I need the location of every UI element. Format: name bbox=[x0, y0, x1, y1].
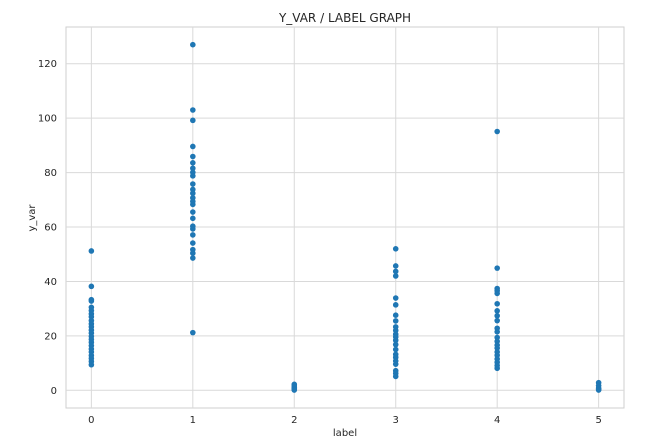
x-tick-label: 1 bbox=[190, 415, 196, 426]
data-point bbox=[494, 128, 500, 135]
y-tick-label: 20 bbox=[44, 331, 57, 342]
data-point bbox=[190, 153, 196, 160]
data-point bbox=[190, 209, 196, 215]
y-tick-label: 0 bbox=[51, 386, 57, 397]
data-point bbox=[190, 107, 196, 113]
data-point bbox=[190, 250, 196, 256]
y-tick-label: 40 bbox=[44, 277, 57, 288]
x-tick-label: 2 bbox=[291, 415, 297, 426]
data-point bbox=[392, 268, 399, 275]
x-tick-label: 4 bbox=[494, 415, 500, 426]
chart-title: Y_VAR / LABEL GRAPH bbox=[278, 11, 411, 25]
y-tick-label: 60 bbox=[44, 223, 57, 234]
data-point bbox=[494, 308, 500, 314]
data-point bbox=[190, 329, 196, 336]
data-point bbox=[392, 341, 399, 348]
data-point bbox=[190, 173, 196, 179]
data-point bbox=[88, 283, 95, 290]
data-point bbox=[190, 240, 196, 246]
data-point bbox=[392, 373, 399, 380]
data-point bbox=[595, 387, 602, 393]
data-point bbox=[392, 346, 399, 353]
data-point bbox=[494, 329, 500, 335]
y-tick-label: 120 bbox=[38, 59, 57, 70]
data-point bbox=[88, 248, 95, 254]
x-tick-label: 5 bbox=[595, 415, 601, 426]
data-point bbox=[392, 273, 399, 279]
data-point bbox=[392, 263, 399, 269]
data-point bbox=[291, 387, 298, 393]
y-axis-label: y_var bbox=[27, 204, 38, 232]
data-point bbox=[392, 337, 399, 344]
data-point bbox=[190, 232, 196, 238]
data-point bbox=[494, 300, 500, 307]
data-point bbox=[392, 302, 399, 308]
grid-lines bbox=[66, 27, 624, 408]
data-point bbox=[190, 143, 196, 150]
data-point bbox=[190, 201, 196, 208]
y-tick-label: 100 bbox=[38, 114, 57, 125]
data-point bbox=[392, 312, 399, 318]
plot-area bbox=[65, 26, 625, 409]
data-point bbox=[190, 181, 196, 187]
data-point bbox=[190, 159, 196, 166]
y-axis-ticks: 0 20 40 60 80 100 120 bbox=[38, 59, 57, 397]
data-point bbox=[494, 290, 500, 297]
data-point bbox=[190, 165, 196, 172]
y-tick-label: 80 bbox=[44, 168, 57, 179]
x-tick-label: 0 bbox=[88, 415, 94, 426]
data-point bbox=[88, 298, 95, 304]
data-point bbox=[88, 361, 95, 368]
x-axis-label: label bbox=[333, 428, 357, 439]
data-point bbox=[494, 365, 500, 372]
data-point bbox=[190, 41, 196, 48]
data-point bbox=[392, 295, 399, 301]
data-points bbox=[88, 41, 602, 393]
data-point bbox=[190, 226, 196, 232]
data-point bbox=[190, 255, 196, 261]
data-point bbox=[392, 361, 399, 367]
data-point bbox=[494, 312, 500, 319]
data-point bbox=[494, 317, 500, 324]
data-point bbox=[494, 265, 500, 271]
data-point bbox=[190, 190, 196, 197]
data-point bbox=[190, 215, 196, 222]
data-point bbox=[190, 117, 196, 124]
data-point bbox=[392, 318, 399, 324]
x-tick-label: 3 bbox=[393, 415, 399, 426]
data-point bbox=[392, 245, 399, 252]
x-axis-ticks: 0 1 2 3 4 5 bbox=[88, 415, 602, 426]
